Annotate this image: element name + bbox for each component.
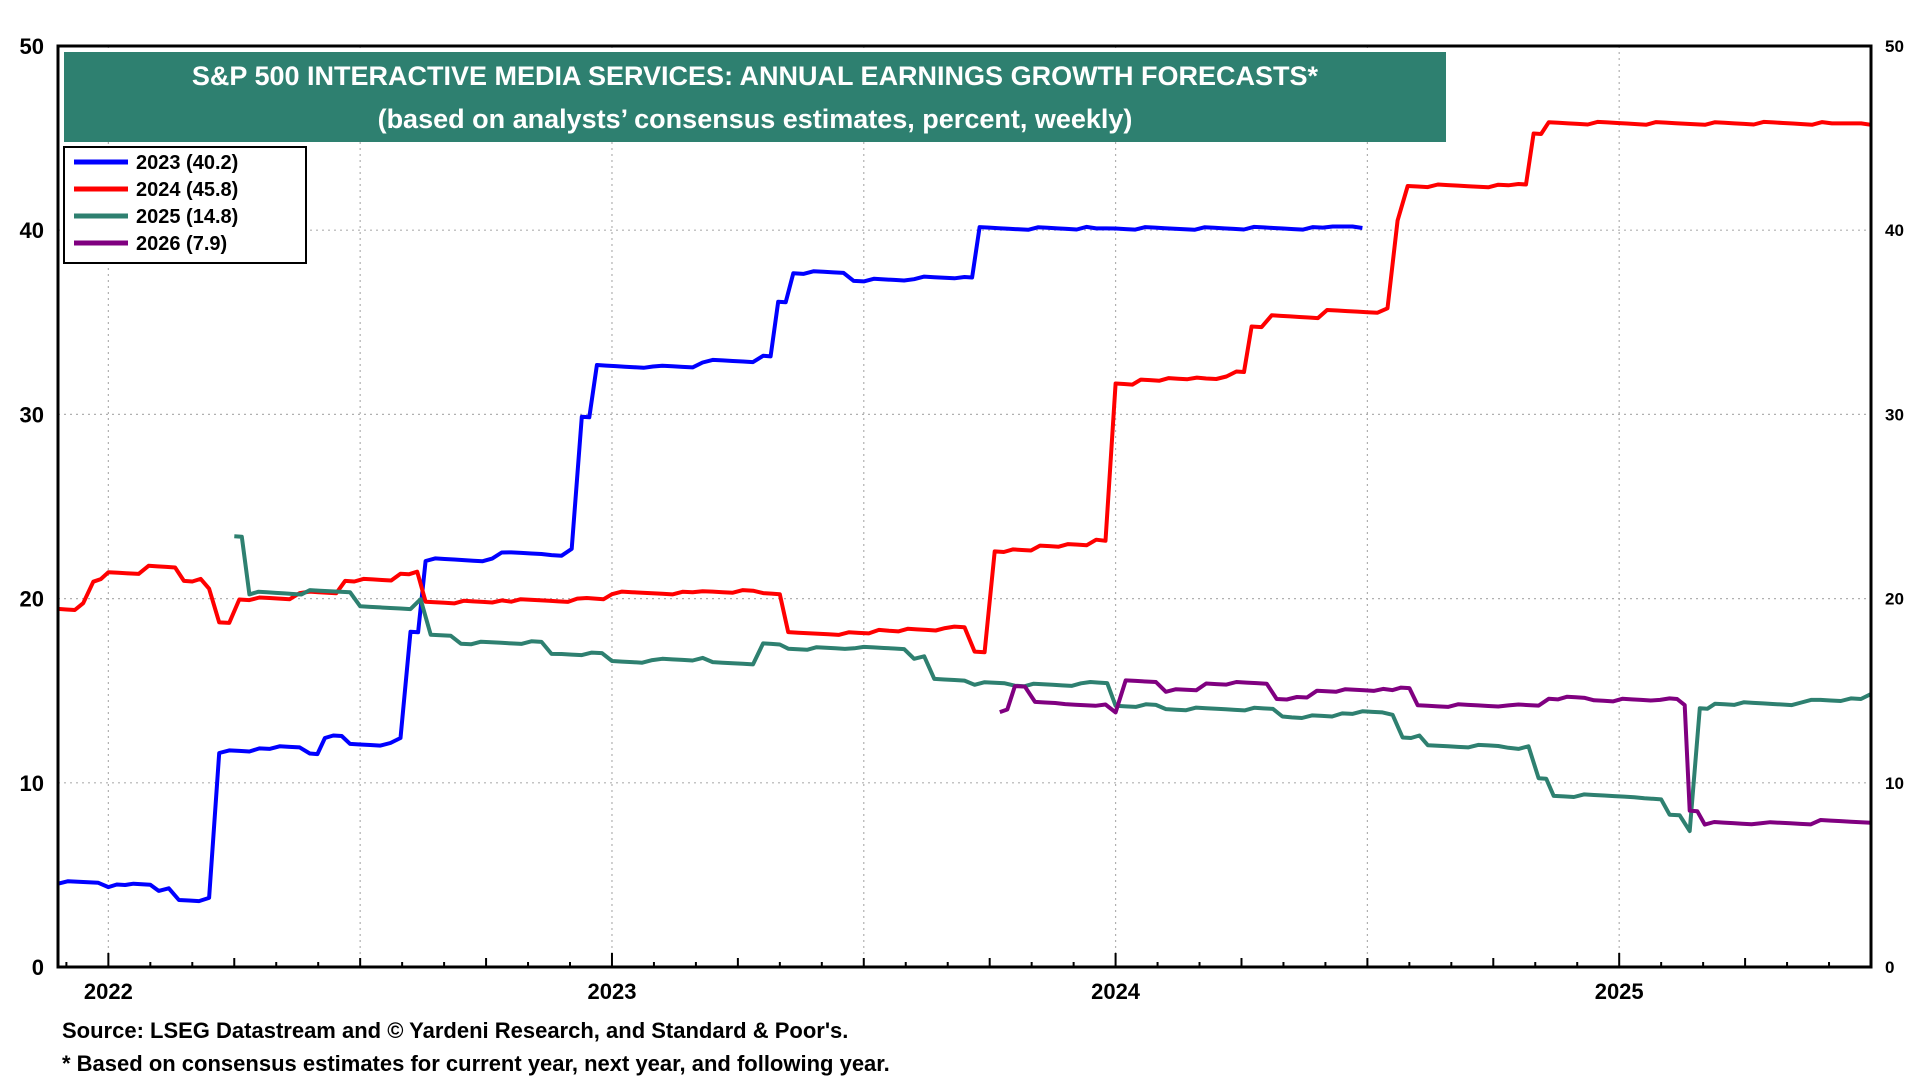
y-axis-right: 0 10 20 30 40 50 <box>1885 37 1904 977</box>
x-axis: 2022 2023 2024 2025 <box>65 953 1872 1004</box>
series-line <box>57 224 1363 904</box>
chart-title: S&P 500 INTERACTIVE MEDIA SERVICES: ANNU… <box>192 61 1319 91</box>
series-line <box>999 678 1872 827</box>
x-tick-label: 2022 <box>84 979 133 1004</box>
x-tick-label: 2025 <box>1595 979 1644 1004</box>
y-tick-label-left: 30 <box>20 402 44 427</box>
y-tick-label-right: 10 <box>1885 774 1904 793</box>
legend-label: 2024 (45.8) <box>136 179 238 201</box>
y-axis-left: 0 10 20 30 40 50 <box>20 34 44 980</box>
y-tick-label-left: 10 <box>20 771 44 796</box>
y-tick-label-left: 40 <box>20 218 44 243</box>
series-line <box>234 534 1872 834</box>
series-layer <box>57 119 1872 904</box>
chart-subtitle: (based on analysts’ consensus estimates,… <box>378 104 1133 134</box>
y-tick-label-right: 20 <box>1885 590 1904 609</box>
y-tick-label-right: 50 <box>1885 37 1904 56</box>
grid-lines <box>58 46 1871 967</box>
y-tick-label-left: 20 <box>20 587 44 612</box>
title-box: S&P 500 INTERACTIVE MEDIA SERVICES: ANNU… <box>64 52 1446 142</box>
x-tick-label: 2023 <box>587 979 636 1004</box>
y-tick-label-right: 0 <box>1885 958 1894 977</box>
plot-frame <box>56 44 1873 969</box>
y-tick-label-right: 40 <box>1885 221 1904 240</box>
legend-label: 2026 (7.9) <box>136 233 227 255</box>
footnote: * Based on consensus estimates for curre… <box>62 1051 890 1076</box>
legend-label: 2025 (14.8) <box>136 206 238 228</box>
y-tick-label-right: 30 <box>1885 405 1904 424</box>
series-line <box>57 119 1872 655</box>
x-tick-label: 2024 <box>1091 979 1141 1004</box>
y-tick-label-left: 0 <box>32 955 44 980</box>
legend: 2023 (40.2) 2024 (45.8) 2025 (14.8) 2026 (7… <box>63 146 307 264</box>
legend-label: 2023 (40.2) <box>136 152 238 174</box>
source-note: Source: LSEG Datastream and © Yardeni Re… <box>62 1018 849 1043</box>
y-tick-label-left: 50 <box>20 34 44 59</box>
